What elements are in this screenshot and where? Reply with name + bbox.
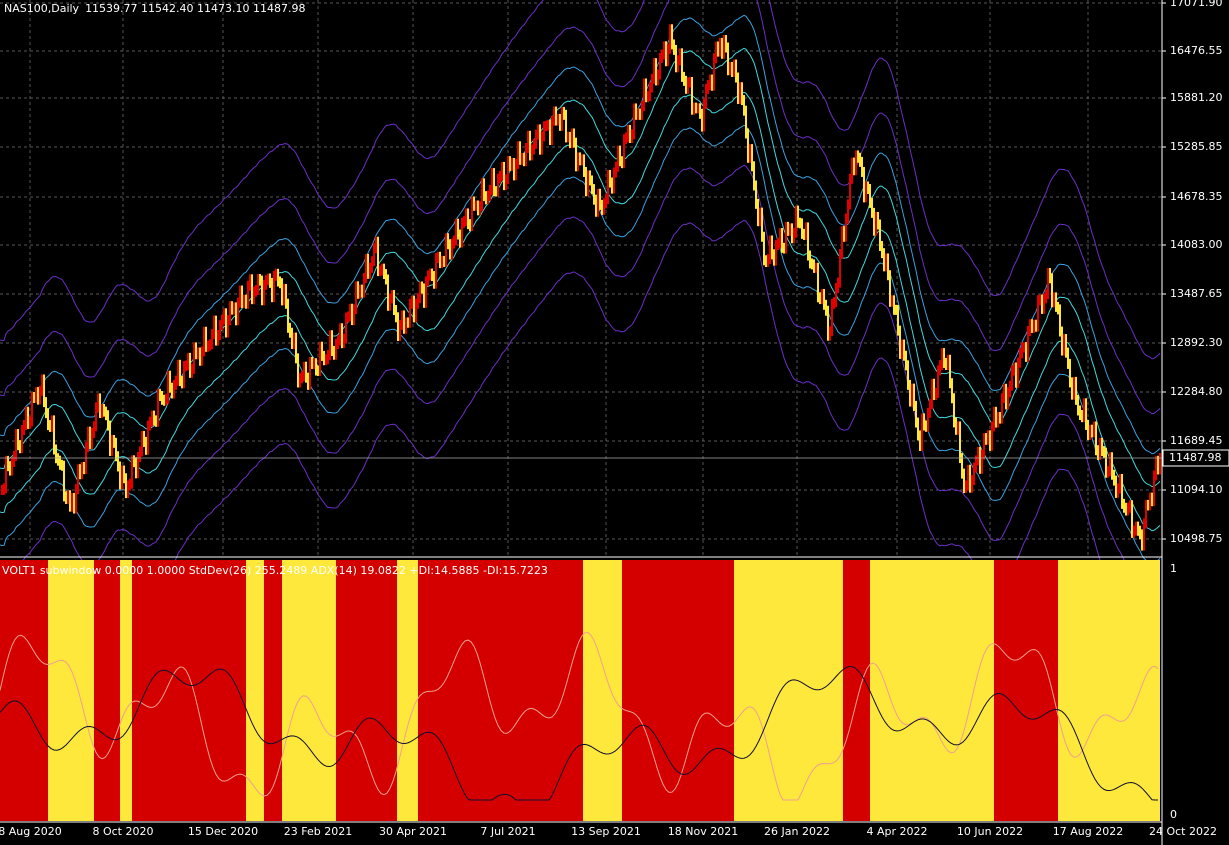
regime-band xyxy=(843,560,870,821)
di-line xyxy=(0,631,1159,801)
ohlc: 11539.77 11542.40 11473.10 11487.98 xyxy=(85,2,305,15)
regime-band xyxy=(870,560,994,821)
regime-band xyxy=(336,560,397,821)
regime-band xyxy=(132,560,246,821)
price-label: 13487.65 xyxy=(1170,287,1223,300)
envelope xyxy=(0,91,1161,532)
subwindow-header: VOLT1 subwindow 0.0000 1.0000 StdDev(26)… xyxy=(2,564,548,577)
regime-band xyxy=(418,560,583,821)
envelope xyxy=(0,0,1161,360)
date-label: 15 Dec 2020 xyxy=(188,825,258,838)
price-label: 14678.35 xyxy=(1170,190,1223,203)
price-label: 15285.85 xyxy=(1170,140,1223,153)
price-label: 15881.20 xyxy=(1170,91,1223,104)
date-label: 8 Aug 2020 xyxy=(0,825,62,838)
price-label: 11689.45 xyxy=(1170,434,1223,447)
chart-header: NAS100,Daily 11539.77 11542.40 11473.10 1… xyxy=(4,2,306,15)
price-label: 16476.55 xyxy=(1170,44,1223,57)
date-label: 17 Aug 2022 xyxy=(1053,825,1123,838)
regime-band xyxy=(994,560,1058,821)
date-label: 30 Apr 2021 xyxy=(379,825,447,838)
date-label: 26 Jan 2022 xyxy=(764,825,830,838)
regime-band xyxy=(397,560,418,821)
price-label: 12284.80 xyxy=(1170,385,1223,398)
regime-band xyxy=(583,560,622,821)
scale-min: 0 xyxy=(1170,808,1177,821)
regime-band xyxy=(282,560,336,821)
regime-band xyxy=(246,560,264,821)
symbol: NAS100,Daily xyxy=(4,2,80,15)
regime-band xyxy=(48,560,94,821)
date-label: 8 Oct 2020 xyxy=(92,825,153,838)
adx-line xyxy=(0,666,1158,801)
envelope xyxy=(0,14,1161,455)
envelope xyxy=(0,219,1161,660)
regime-band xyxy=(94,560,120,821)
price-label: 17071.90 xyxy=(1170,0,1223,9)
regime-band xyxy=(622,560,734,821)
price-label: 11094.10 xyxy=(1170,483,1223,496)
date-label: 13 Sep 2021 xyxy=(571,825,641,838)
date-label: 24 Oct 2022 xyxy=(1149,825,1217,838)
subwindow xyxy=(0,560,1160,821)
current-price: 11487.98 xyxy=(1169,451,1222,464)
date-label: 4 Apr 2022 xyxy=(866,825,927,838)
date-label: 10 Jun 2022 xyxy=(957,825,1023,838)
regime-band xyxy=(734,560,843,821)
envelope xyxy=(0,0,1161,415)
regime-band xyxy=(120,560,132,821)
regime-band xyxy=(1058,560,1160,821)
price-label: 12892.30 xyxy=(1170,336,1223,349)
price-label: 14083.00 xyxy=(1170,238,1223,251)
scale-max: 1 xyxy=(1170,562,1177,575)
price-chart xyxy=(0,0,1161,660)
date-label: 18 Nov 2021 xyxy=(668,825,738,838)
regime-band xyxy=(264,560,282,821)
current-price-box xyxy=(1162,449,1229,467)
regime-band xyxy=(0,560,48,821)
date-label: 7 Jul 2021 xyxy=(480,825,535,838)
price-label: 10498.75 xyxy=(1170,532,1223,545)
envelope xyxy=(0,164,1161,605)
date-label: 23 Feb 2021 xyxy=(284,825,352,838)
